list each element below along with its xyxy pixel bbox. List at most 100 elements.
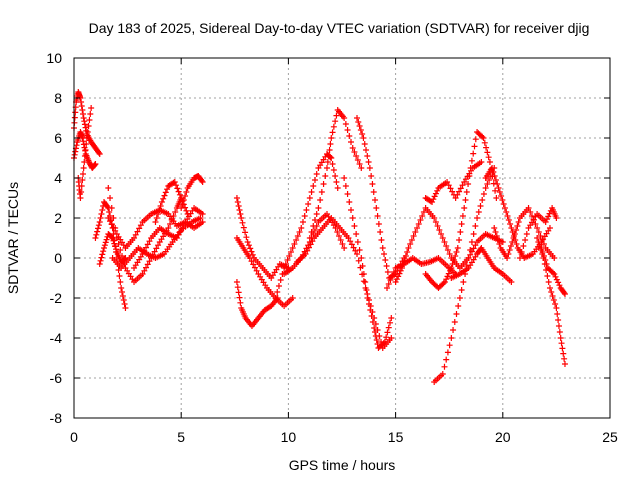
- series-arc-10: [152, 179, 191, 225]
- data-point: [355, 119, 362, 125]
- data-point: [443, 356, 450, 363]
- data-point: [199, 211, 206, 217]
- data-point: [415, 221, 422, 227]
- data-point: [110, 237, 117, 244]
- data-point: [88, 105, 95, 111]
- series-arc-26: [448, 245, 515, 285]
- data-point: [457, 185, 464, 192]
- data-point: [532, 221, 539, 227]
- data-point: [552, 273, 559, 280]
- data-point: [101, 245, 108, 251]
- data-point: [363, 147, 370, 153]
- data-point: [481, 139, 488, 146]
- data-point: [484, 181, 491, 187]
- data-point: [160, 195, 167, 202]
- data-point: [490, 169, 497, 175]
- data-point: [324, 159, 331, 165]
- data-point: [468, 157, 475, 164]
- data-point: [348, 207, 355, 213]
- data-point: [395, 273, 402, 280]
- data-point: [237, 299, 244, 306]
- data-point: [95, 222, 102, 229]
- data-point: [446, 251, 453, 257]
- data-point: [491, 225, 498, 231]
- data-point: [233, 195, 240, 201]
- data-point: [396, 270, 403, 277]
- data-point: [93, 231, 100, 238]
- data-point: [385, 324, 392, 331]
- data-point: [235, 203, 242, 209]
- data-point: [346, 199, 353, 205]
- data-point: [326, 147, 333, 153]
- data-point: [456, 237, 463, 243]
- y-tick-label: 8: [54, 90, 62, 106]
- data-point: [542, 257, 549, 263]
- data-point: [448, 265, 455, 271]
- y-tick-label: 0: [54, 250, 62, 266]
- data-point: [374, 213, 381, 219]
- data-point: [360, 271, 367, 277]
- series-arc-03: [75, 105, 95, 201]
- data-point: [155, 211, 162, 217]
- data-point: [116, 273, 123, 279]
- data-point: [561, 355, 568, 362]
- data-point: [311, 227, 318, 233]
- data-point: [137, 222, 144, 229]
- data-point: [289, 295, 296, 301]
- data-point: [171, 179, 178, 185]
- data-point: [446, 342, 453, 349]
- series-arc-23: [422, 129, 500, 291]
- data-point: [77, 195, 84, 201]
- data-point: [445, 182, 452, 189]
- data-point: [238, 215, 245, 221]
- data-point: [507, 243, 514, 249]
- data-point: [110, 224, 117, 231]
- data-point: [389, 273, 396, 279]
- data-point: [80, 115, 87, 121]
- data-point: [80, 171, 87, 177]
- data-point: [546, 285, 553, 291]
- data-point: [551, 255, 558, 261]
- data-point: [491, 173, 498, 179]
- data-point: [553, 305, 560, 311]
- data-point: [440, 280, 447, 287]
- data-point: [282, 261, 289, 267]
- data-point: [354, 115, 361, 121]
- data-point: [101, 242, 108, 249]
- data-point: [498, 193, 505, 199]
- data-point: [174, 185, 181, 192]
- data-point: [291, 241, 298, 247]
- data-point: [401, 257, 408, 263]
- data-point: [253, 267, 260, 274]
- data-point: [495, 185, 502, 191]
- data-point: [308, 229, 315, 235]
- data-point: [545, 279, 552, 285]
- data-point: [153, 245, 160, 252]
- data-point: [234, 284, 241, 291]
- data-point: [363, 287, 370, 293]
- data-point: [235, 289, 242, 296]
- data-point: [534, 235, 541, 241]
- data-point: [368, 313, 375, 319]
- data-point: [388, 335, 395, 341]
- data-point: [245, 242, 252, 249]
- data-point: [369, 181, 376, 187]
- data-point: [465, 255, 472, 261]
- data-point: [242, 229, 249, 236]
- data-point: [468, 239, 475, 245]
- data-point: [381, 339, 388, 345]
- data-point: [81, 153, 88, 159]
- data-point: [95, 149, 102, 156]
- data-point: [80, 138, 87, 145]
- data-point: [387, 319, 394, 326]
- data-point: [404, 249, 411, 255]
- data-point: [452, 195, 459, 201]
- data-point: [353, 231, 360, 237]
- y-tick-label: 10: [46, 50, 62, 66]
- data-point: [538, 245, 545, 251]
- data-point: [400, 261, 407, 267]
- data-point: [402, 253, 409, 259]
- axis-ticks: [73, 57, 611, 419]
- data-point: [313, 171, 320, 177]
- data-point: [318, 189, 325, 195]
